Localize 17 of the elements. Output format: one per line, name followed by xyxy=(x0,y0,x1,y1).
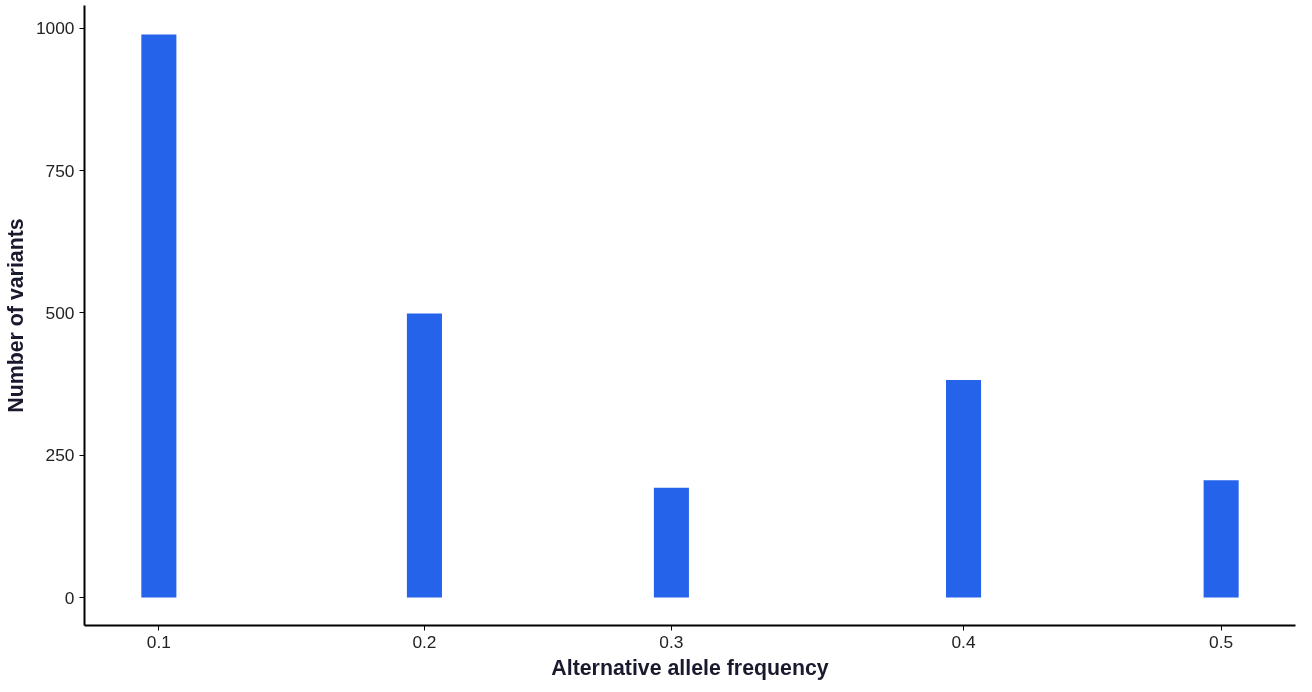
bar xyxy=(1203,480,1239,598)
bar xyxy=(946,380,982,598)
x-tick-label: 0.4 xyxy=(951,631,976,652)
x-axis-title: Alternative allele frequency xyxy=(551,655,829,680)
x-tick-label: 0.3 xyxy=(659,631,684,652)
bar xyxy=(141,34,177,598)
y-tick-label: 500 xyxy=(45,302,75,323)
y-axis-title: Number of variants xyxy=(3,218,28,413)
x-tick-label: 0.5 xyxy=(1209,631,1234,652)
y-tick-label: 750 xyxy=(45,160,75,181)
x-tick-label: 0.1 xyxy=(146,631,171,652)
bar xyxy=(653,487,689,598)
y-tick-label: 1000 xyxy=(35,18,75,39)
x-tick-label: 0.2 xyxy=(412,631,437,652)
y-tick-label: 0 xyxy=(64,587,75,608)
y-tick-label: 250 xyxy=(45,445,75,466)
bar xyxy=(406,313,442,598)
